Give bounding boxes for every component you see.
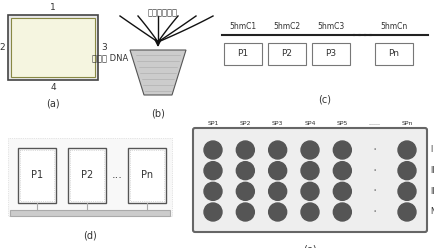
Text: N: N bbox=[430, 208, 434, 217]
Text: III: III bbox=[430, 187, 434, 196]
Circle shape bbox=[301, 141, 319, 159]
Text: (d): (d) bbox=[83, 230, 97, 240]
Circle shape bbox=[333, 182, 352, 200]
Text: (a): (a) bbox=[46, 98, 60, 108]
Bar bbox=[68, 148, 106, 203]
Text: SP2: SP2 bbox=[240, 121, 251, 126]
Text: ...: ... bbox=[112, 171, 122, 181]
Circle shape bbox=[269, 182, 287, 200]
Circle shape bbox=[398, 141, 416, 159]
Bar bbox=[11, 18, 95, 77]
Text: ......: ...... bbox=[368, 121, 381, 126]
Text: (b): (b) bbox=[151, 108, 165, 118]
Text: ·: · bbox=[372, 143, 377, 157]
Polygon shape bbox=[130, 50, 186, 95]
Text: SP1: SP1 bbox=[207, 121, 219, 126]
Text: 基因组 DNA: 基因组 DNA bbox=[92, 54, 128, 62]
Circle shape bbox=[269, 141, 287, 159]
Text: Pn: Pn bbox=[388, 50, 400, 59]
Text: II: II bbox=[430, 166, 434, 175]
Text: 5hmC2: 5hmC2 bbox=[273, 22, 301, 31]
Circle shape bbox=[301, 162, 319, 180]
Text: Pn: Pn bbox=[141, 171, 153, 181]
Circle shape bbox=[269, 203, 287, 221]
Circle shape bbox=[204, 182, 222, 200]
Text: 不同捕获探针: 不同捕获探针 bbox=[148, 8, 178, 17]
Text: 4: 4 bbox=[50, 83, 56, 92]
Bar bbox=[312, 43, 350, 65]
Bar bbox=[18, 148, 56, 203]
Circle shape bbox=[237, 182, 254, 200]
Text: 1: 1 bbox=[50, 3, 56, 12]
Circle shape bbox=[333, 141, 352, 159]
Circle shape bbox=[398, 162, 416, 180]
Circle shape bbox=[204, 203, 222, 221]
Text: 3: 3 bbox=[101, 43, 107, 52]
Text: P2: P2 bbox=[282, 50, 293, 59]
Circle shape bbox=[301, 203, 319, 221]
Text: (e): (e) bbox=[303, 244, 317, 248]
Text: P3: P3 bbox=[326, 50, 336, 59]
Bar bbox=[10, 210, 170, 216]
Circle shape bbox=[269, 162, 287, 180]
Circle shape bbox=[398, 182, 416, 200]
Bar bbox=[224, 43, 262, 65]
Circle shape bbox=[301, 182, 319, 200]
Circle shape bbox=[333, 203, 352, 221]
Text: ·: · bbox=[372, 164, 377, 178]
Circle shape bbox=[237, 162, 254, 180]
Text: ·: · bbox=[372, 205, 377, 219]
Circle shape bbox=[204, 141, 222, 159]
Text: 5hmC1: 5hmC1 bbox=[230, 22, 256, 31]
Bar bbox=[128, 148, 166, 203]
Circle shape bbox=[237, 141, 254, 159]
Circle shape bbox=[333, 162, 352, 180]
Bar bbox=[375, 43, 413, 65]
Text: 5hmC3: 5hmC3 bbox=[317, 22, 345, 31]
Text: SPn: SPn bbox=[401, 121, 413, 126]
Bar bbox=[268, 43, 306, 65]
Circle shape bbox=[204, 162, 222, 180]
FancyBboxPatch shape bbox=[193, 128, 427, 232]
Text: ·: · bbox=[372, 184, 377, 198]
Circle shape bbox=[237, 203, 254, 221]
Bar bbox=[70, 150, 104, 201]
Circle shape bbox=[398, 203, 416, 221]
Text: SP5: SP5 bbox=[337, 121, 348, 126]
Text: 5hmCn: 5hmCn bbox=[380, 22, 408, 31]
Text: SP4: SP4 bbox=[304, 121, 316, 126]
Bar bbox=[20, 150, 54, 201]
Text: (c): (c) bbox=[319, 95, 332, 105]
Text: P1: P1 bbox=[31, 171, 43, 181]
Bar bbox=[8, 15, 98, 80]
Text: P1: P1 bbox=[237, 50, 249, 59]
Text: 2: 2 bbox=[0, 43, 5, 52]
Text: I: I bbox=[430, 146, 432, 155]
Text: P2: P2 bbox=[81, 171, 93, 181]
Bar bbox=[8, 138, 172, 216]
Text: SP3: SP3 bbox=[272, 121, 283, 126]
Bar bbox=[130, 150, 164, 201]
